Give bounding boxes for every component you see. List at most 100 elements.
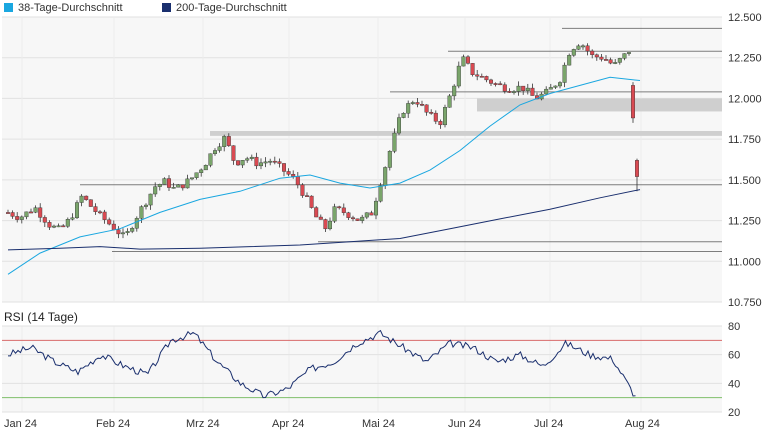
candle-body (282, 163, 287, 172)
candle-body (346, 212, 351, 218)
candle-body (328, 220, 333, 230)
x-axis-label: Mai 24 (362, 418, 395, 430)
legend-swatch-38 (4, 3, 13, 12)
candle-body (33, 207, 38, 213)
candle-body (15, 216, 20, 220)
candle-body (314, 207, 319, 218)
candle-body (401, 113, 406, 118)
candle-body (438, 121, 443, 126)
legend-swatch-200 (162, 3, 171, 12)
candle-body (461, 56, 466, 67)
candle-body (263, 161, 268, 164)
price-y-tick: 12.000 (728, 93, 762, 105)
candle-body (189, 177, 194, 180)
candle-body (383, 167, 388, 186)
legend-label-200: 200-Tage-Durchschnitt (176, 2, 287, 14)
candle-body (571, 49, 576, 56)
candle-body (70, 217, 75, 220)
candle-body (19, 216, 24, 220)
rsi-y-tick: 40 (728, 378, 740, 390)
candle-body (498, 83, 503, 86)
candle-body (65, 219, 70, 227)
candle-body (590, 50, 595, 55)
candle-body (548, 87, 553, 90)
candle-body (627, 52, 632, 54)
candle-body (318, 216, 323, 220)
price-y-ticks: 12.500 12.250 12.000 11.750 11.500 11.250 11.0… (728, 12, 762, 309)
candle-body (56, 225, 61, 228)
shaded-zone (477, 98, 722, 112)
candle-body (217, 146, 222, 151)
candle-body (470, 63, 475, 75)
x-axis-label: Mrz 24 (186, 418, 220, 430)
candle-body (502, 84, 507, 92)
candle-body (254, 156, 259, 167)
rsi-y-tick: 60 (728, 350, 740, 362)
candle-body (143, 204, 148, 207)
candle-body (544, 88, 549, 95)
ma38-line (7, 76, 641, 275)
candle-body (410, 102, 415, 104)
candle-body (622, 53, 627, 59)
candle-body (599, 56, 604, 60)
candle-body (484, 76, 489, 81)
rsi-y-tick: 20 (728, 407, 740, 419)
candle-body (530, 87, 535, 96)
candle-body (424, 104, 429, 113)
candle-body (111, 223, 116, 231)
candle-body (397, 117, 402, 134)
candle-body (249, 156, 254, 159)
price-y-tick: 10.750 (728, 297, 762, 309)
candle-body (176, 184, 181, 188)
candle-body (562, 64, 567, 83)
candle-body (61, 225, 66, 228)
price-levels (80, 27, 722, 253)
candle-body (392, 132, 397, 152)
candle-body (525, 87, 530, 91)
candle-body (74, 202, 79, 219)
candle-body (300, 184, 305, 196)
candle-body (10, 212, 15, 217)
candle-body (429, 112, 434, 114)
candle-body (130, 228, 135, 232)
candle-body (378, 185, 383, 202)
candle-body (521, 85, 526, 91)
candle-body (337, 206, 342, 209)
candle-body (355, 218, 360, 221)
candle-body (208, 153, 213, 166)
candle-body (231, 145, 236, 161)
candle-body (553, 85, 558, 88)
candle-body (332, 206, 337, 222)
candle-body (466, 56, 471, 64)
candle-body (240, 160, 245, 166)
x-axis-label: Apr 24 (272, 418, 304, 430)
price-y-tick: 11.500 (728, 175, 761, 187)
x-axis-label: Jun 24 (448, 418, 481, 430)
candle-body (351, 217, 356, 220)
candle-body (166, 178, 171, 188)
candle-body (613, 62, 618, 64)
candle-body (5, 212, 10, 214)
candle-body (93, 206, 98, 212)
candle-body (635, 160, 640, 177)
price-y-tick: 12.250 (728, 53, 762, 65)
rsi-panel: RSI (14 Tage) 80 60 40 20 (2, 310, 740, 419)
rsi-grid (2, 325, 722, 413)
candle-body (286, 171, 291, 175)
shaded-zone (210, 131, 722, 136)
candle-body (305, 195, 310, 197)
candle-body (585, 45, 590, 52)
candle-body (341, 207, 346, 213)
candle-body (268, 160, 273, 163)
candle-body (374, 200, 379, 216)
rsi-y-ticks: 80 60 40 20 (728, 321, 740, 419)
candle-body (222, 136, 227, 147)
candle-body (102, 211, 107, 220)
price-panel: 12.500 12.250 12.000 11.750 11.500 11.250 11.0… (2, 12, 762, 309)
legend-label-38: 38-Tage-Durchschnitt (18, 2, 123, 14)
candle-body (415, 102, 420, 105)
candle-body (42, 217, 47, 223)
candle-body (369, 212, 374, 216)
price-y-tick: 11.000 (728, 256, 761, 268)
candle-body (558, 82, 563, 87)
